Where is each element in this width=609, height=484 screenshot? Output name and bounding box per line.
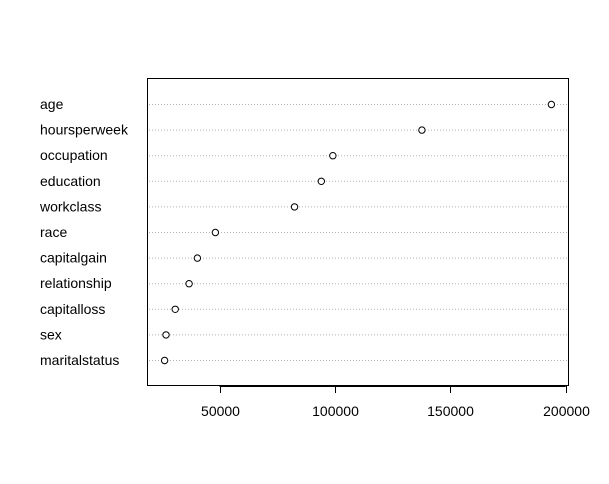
category-label-workclass: workclass (39, 198, 101, 214)
data-point-workclass (290, 203, 299, 211)
category-labels: age hoursperweek occupation education workcl… (39, 96, 129, 368)
x-axis: 50000 100000 150000 200000 (201, 386, 590, 419)
category-label-occupation: occupation (40, 147, 108, 163)
data-point-hoursperweek (418, 126, 426, 134)
category-label-age: age (40, 96, 64, 112)
data-point-capitalgain (193, 254, 202, 262)
x-tick-label-150000: 150000 (427, 403, 474, 419)
category-label-hoursperweek: hoursperweek (40, 122, 129, 138)
x-tick-label-100000: 100000 (312, 403, 359, 419)
data-point-sex (162, 331, 170, 339)
x-tick-label-200000: 200000 (543, 403, 590, 419)
gridlines (149, 104, 567, 361)
x-tick-label-50000: 50000 (201, 403, 240, 419)
data-point-relationship (185, 280, 193, 288)
category-label-maritalstatus: maritalstatus (40, 352, 119, 368)
data-point-capitalloss (171, 305, 179, 313)
category-label-capitalloss: capitalloss (40, 301, 105, 317)
plot-area-border (147, 78, 569, 386)
data-point-education (317, 177, 326, 186)
category-label-sex: sex (40, 326, 62, 342)
data-point-maritalstatus (160, 356, 169, 365)
data-point-age (547, 100, 556, 109)
category-label-capitalgain: capitalgain (40, 250, 107, 266)
category-label-education: education (40, 173, 101, 189)
data-points (160, 100, 556, 365)
data-point-race (211, 228, 220, 237)
data-point-occupation (329, 152, 337, 160)
category-label-relationship: relationship (40, 275, 112, 291)
category-label-race: race (40, 224, 67, 240)
